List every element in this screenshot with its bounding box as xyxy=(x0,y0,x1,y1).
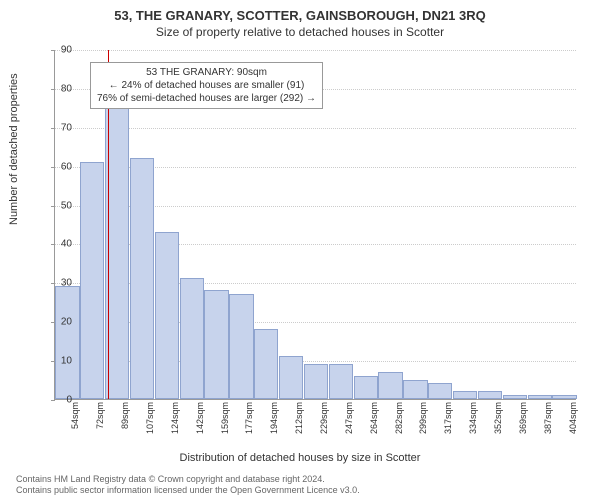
histogram-bar xyxy=(428,383,452,399)
gridline xyxy=(55,128,576,129)
xtick-label: 124sqm xyxy=(170,402,180,452)
annotation-line2: ← 24% of detached houses are smaller (91… xyxy=(109,80,305,91)
histogram-bar xyxy=(453,391,477,399)
histogram-bar xyxy=(304,364,328,399)
histogram-bar xyxy=(329,364,353,399)
xtick-label: 247sqm xyxy=(344,402,354,452)
plot-area: 54sqm72sqm89sqm107sqm124sqm142sqm159sqm1… xyxy=(54,50,576,400)
ytick-label: 60 xyxy=(42,161,72,172)
histogram-bar xyxy=(503,395,527,399)
xtick-label: 212sqm xyxy=(294,402,304,452)
histogram-bar xyxy=(403,380,427,399)
xtick-label: 54sqm xyxy=(70,402,80,452)
histogram-bar xyxy=(254,329,278,399)
annotation-line3: 76% of semi-detached houses are larger (… xyxy=(97,93,316,104)
histogram-bar xyxy=(528,395,552,399)
xtick-label: 387sqm xyxy=(543,402,553,452)
histogram-bar xyxy=(80,162,104,399)
ytick-label: 50 xyxy=(42,200,72,211)
ytick-label: 20 xyxy=(42,317,72,328)
histogram-bar xyxy=(55,286,79,399)
histogram-bar xyxy=(478,391,502,399)
xtick-label: 299sqm xyxy=(418,402,428,452)
chart-container: 53, THE GRANARY, SCOTTER, GAINSBOROUGH, … xyxy=(0,0,600,500)
title-block: 53, THE GRANARY, SCOTTER, GAINSBOROUGH, … xyxy=(0,0,600,39)
xtick-label: 107sqm xyxy=(145,402,155,452)
histogram-bar xyxy=(130,158,154,399)
xtick-label: 229sqm xyxy=(319,402,329,452)
footer-line2: Contains public sector information licen… xyxy=(16,485,360,495)
xtick-label: 282sqm xyxy=(394,402,404,452)
ytick-label: 80 xyxy=(42,83,72,94)
xtick-label: 334sqm xyxy=(468,402,478,452)
histogram-bar xyxy=(229,294,253,399)
xtick-label: 159sqm xyxy=(220,402,230,452)
xtick-label: 72sqm xyxy=(95,402,105,452)
annotation-line1: 53 THE GRANARY: 90sqm xyxy=(146,67,267,78)
xtick-label: 369sqm xyxy=(518,402,528,452)
xtick-label: 264sqm xyxy=(369,402,379,452)
xtick-label: 404sqm xyxy=(568,402,578,452)
footer-line1: Contains HM Land Registry data © Crown c… xyxy=(16,474,325,484)
histogram-bar xyxy=(204,290,228,399)
main-title: 53, THE GRANARY, SCOTTER, GAINSBOROUGH, … xyxy=(0,8,600,23)
histogram-bar xyxy=(378,372,402,399)
annotation-box: 53 THE GRANARY: 90sqm ← 24% of detached h… xyxy=(90,62,323,109)
xtick-label: 142sqm xyxy=(195,402,205,452)
footer-attribution: Contains HM Land Registry data © Crown c… xyxy=(16,474,590,497)
histogram-bar xyxy=(552,395,576,399)
x-axis-label: Distribution of detached houses by size … xyxy=(0,452,600,464)
ytick-label: 70 xyxy=(42,122,72,133)
histogram-bar xyxy=(155,232,179,399)
xtick-label: 352sqm xyxy=(493,402,503,452)
y-axis-label: Number of detached properties xyxy=(8,73,20,225)
gridline xyxy=(55,50,576,51)
xtick-label: 89sqm xyxy=(120,402,130,452)
chart-area: 54sqm72sqm89sqm107sqm124sqm142sqm159sqm1… xyxy=(54,50,576,400)
ytick-label: 40 xyxy=(42,239,72,250)
ytick-label: 90 xyxy=(42,45,72,56)
xtick-label: 177sqm xyxy=(244,402,254,452)
histogram-bar xyxy=(180,278,204,399)
ytick-label: 10 xyxy=(42,356,72,367)
ytick-label: 30 xyxy=(42,278,72,289)
xtick-label: 317sqm xyxy=(443,402,453,452)
histogram-bar xyxy=(354,376,378,399)
ytick-label: 0 xyxy=(42,395,72,406)
sub-title: Size of property relative to detached ho… xyxy=(0,25,600,39)
histogram-bar xyxy=(279,356,303,399)
xtick-label: 194sqm xyxy=(269,402,279,452)
